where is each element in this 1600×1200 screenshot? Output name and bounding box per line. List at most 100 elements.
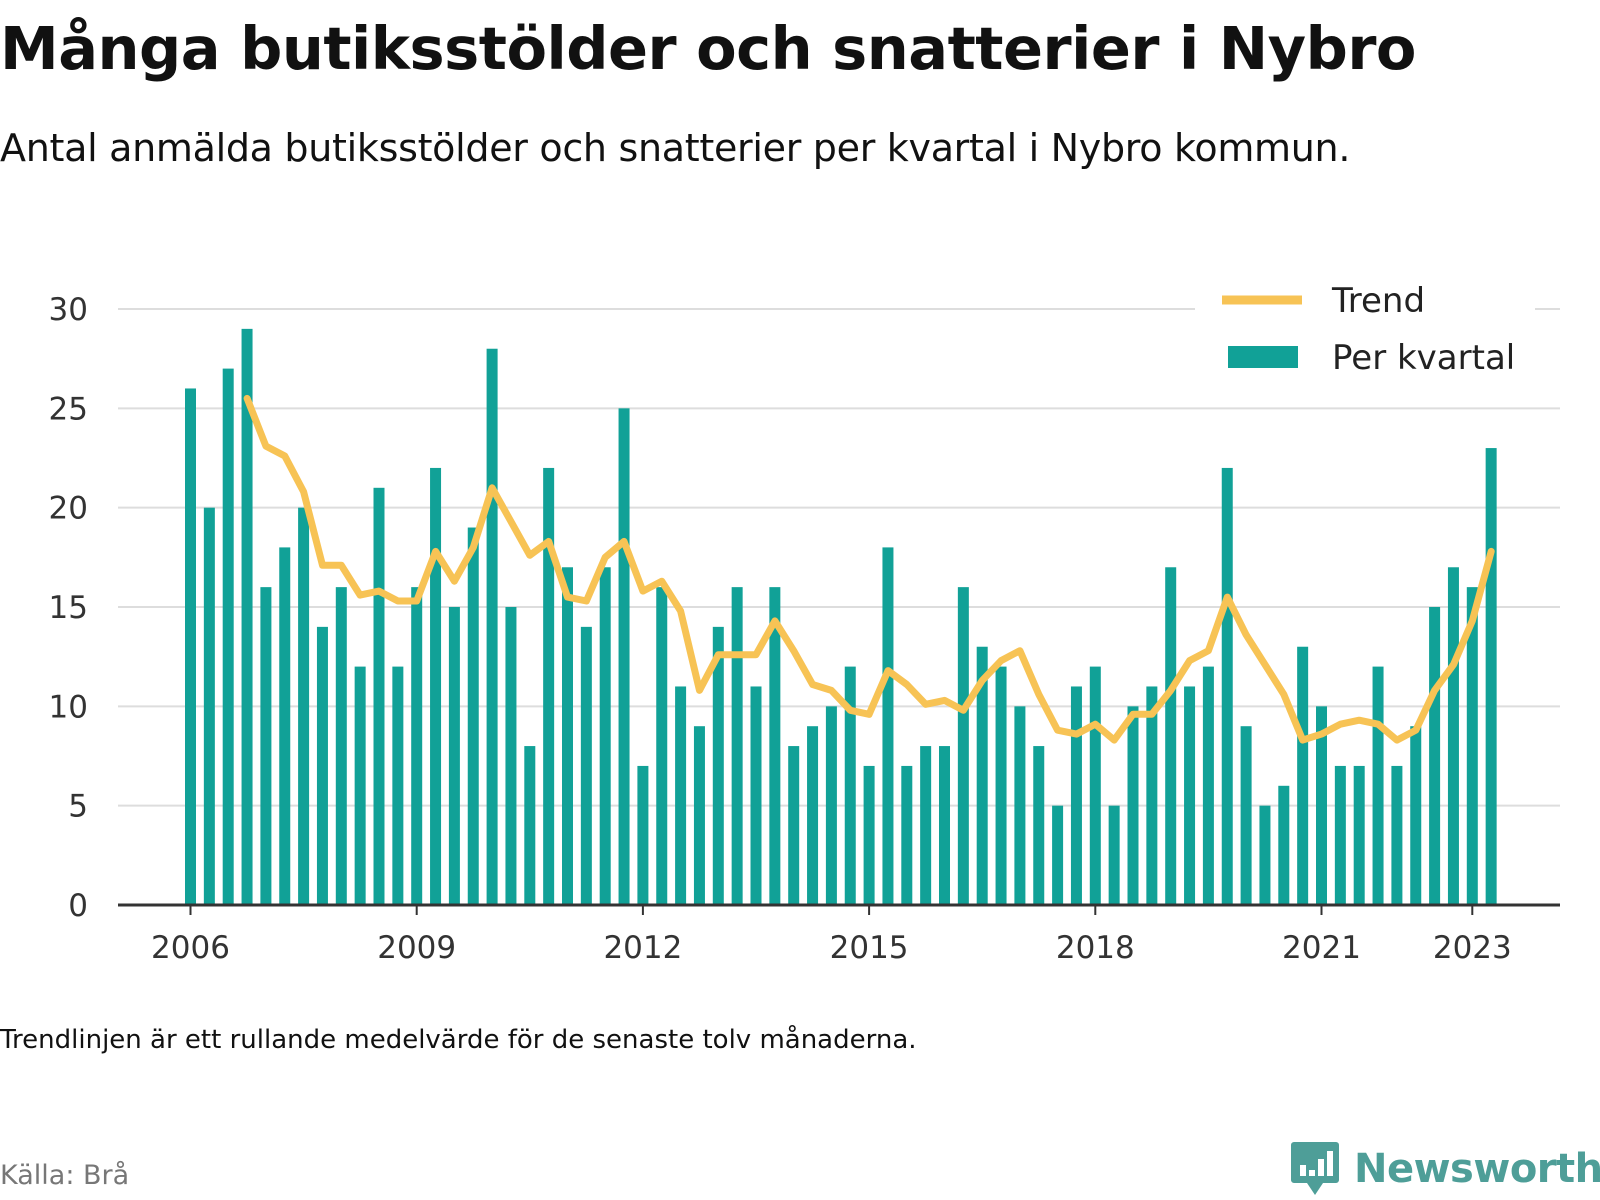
bar: [1033, 746, 1045, 905]
newsworthy-logo-icon: [1291, 1142, 1339, 1195]
bar: [1278, 785, 1290, 905]
trend-line: [243, 394, 1495, 744]
trend-series: [243, 394, 1495, 744]
bar: [580, 626, 592, 905]
bar: [693, 726, 705, 905]
y-tick-label: 25: [49, 391, 88, 427]
bar: [1259, 805, 1271, 905]
bar: [750, 686, 762, 905]
y-tick-label: 20: [49, 491, 88, 527]
bar: [279, 547, 291, 905]
bar: [486, 348, 498, 905]
bar: [1184, 686, 1196, 905]
bar: [1391, 765, 1403, 905]
bar: [1221, 467, 1233, 905]
bar: [373, 487, 385, 905]
bar: [825, 706, 837, 905]
bar: [995, 666, 1007, 905]
bar: [939, 746, 950, 905]
bar: [524, 746, 536, 905]
bar: [1052, 805, 1064, 905]
bar: [1240, 726, 1252, 905]
bar: [1372, 666, 1384, 905]
bar: [543, 467, 555, 905]
bar: [1447, 567, 1459, 905]
bar: [618, 408, 630, 905]
y-tick-label: 0: [68, 888, 88, 924]
legend-bars-swatch: [1228, 346, 1298, 368]
bar: [844, 666, 856, 905]
bar: [1485, 448, 1497, 905]
bar: [1466, 587, 1478, 905]
brand-logo: Newsworthy: [1290, 1140, 1600, 1198]
bar: [222, 368, 234, 906]
x-tick-label: 2015: [830, 930, 909, 966]
bar: [863, 765, 875, 905]
chart-title: Många butiksstölder och snatterier i Nyb…: [0, 14, 1416, 83]
legend-bars-label: Per kvartal: [1332, 338, 1515, 378]
bar: [920, 746, 932, 905]
bar: [430, 467, 442, 905]
y-tick-label: 30: [49, 292, 88, 328]
bar: [599, 567, 611, 905]
gridlines: [118, 308, 1560, 807]
bar: [467, 527, 479, 905]
bar: [1334, 765, 1346, 905]
bar: [411, 587, 423, 905]
bar: [1165, 567, 1177, 905]
bar: [1146, 686, 1158, 905]
bar: [1202, 666, 1214, 905]
legend-trend-label: Trend: [1331, 281, 1425, 321]
bar: [1429, 607, 1441, 905]
x-tick-label: 2012: [603, 930, 682, 966]
bar: [675, 686, 687, 905]
x-tick-label: 2009: [377, 930, 456, 966]
x-tick-label: 2021: [1282, 930, 1361, 966]
bar: [1316, 706, 1327, 905]
bar: [354, 666, 366, 905]
y-tick-label: 5: [68, 789, 88, 825]
bar: [335, 587, 347, 905]
bar: [1089, 666, 1101, 905]
x-tick-label: 2018: [1056, 930, 1135, 966]
bar: [1014, 706, 1026, 905]
chart-subtitle: Antal anmälda butiksstölder och snatteri…: [0, 126, 1351, 170]
bar: [448, 607, 460, 905]
bar: [957, 587, 969, 905]
bar: [656, 587, 668, 905]
bar: [769, 587, 781, 905]
bar: [505, 607, 517, 905]
source-label: Källa: Brå: [0, 1160, 130, 1191]
bar: [392, 666, 404, 905]
bar: [976, 646, 988, 905]
bar: [1108, 805, 1120, 905]
bar-line-chart: 0 5 10 15 20 25 30 2006 2009 2012 2015 2018 2021 2023…: [48, 268, 1560, 966]
bar: [241, 328, 253, 905]
bar: [562, 567, 573, 905]
bar: [901, 765, 913, 905]
bar: [637, 765, 649, 905]
bar: [712, 626, 724, 905]
bar: [316, 626, 328, 905]
brand-name: Newsworthy: [1354, 1146, 1600, 1192]
bar: [882, 547, 894, 905]
chart-note: Trendlinjen är ett rullande medelvärde f…: [0, 1025, 917, 1055]
axes: 0 5 10 15 20 25 30 2006 2009 2012 2015 2018 2021 2023: [49, 292, 1560, 966]
bar: [731, 587, 743, 905]
bar: [1070, 686, 1082, 905]
legend: Trend Per kvartal: [1195, 268, 1535, 380]
bar: [1127, 706, 1139, 905]
y-tick-label: 15: [49, 590, 88, 626]
bars-series: [185, 328, 1497, 906]
x-tick-label: 2023: [1433, 930, 1512, 966]
bar: [260, 587, 272, 905]
bar: [185, 388, 196, 905]
bar: [1410, 726, 1422, 905]
bar: [807, 726, 819, 905]
bar: [203, 507, 215, 905]
bar: [1297, 646, 1309, 905]
y-tick-label: 10: [49, 689, 88, 725]
bar: [298, 507, 310, 905]
bar: [788, 746, 800, 905]
x-tick-label: 2006: [151, 930, 230, 966]
